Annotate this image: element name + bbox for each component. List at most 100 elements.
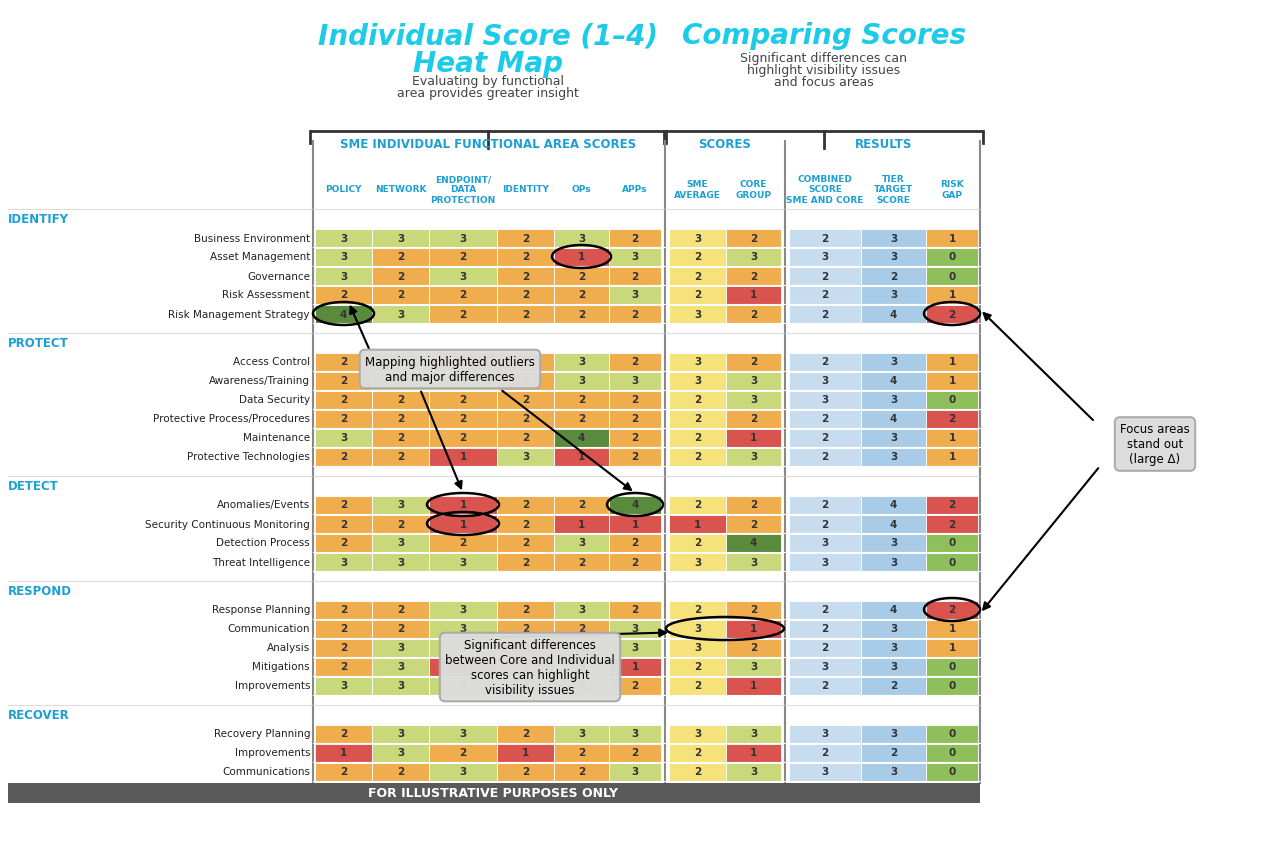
Text: Focus areas
stand out
(large Δ): Focus areas stand out (large Δ) [1120,423,1190,466]
Bar [670,534,726,553]
Bar [497,601,554,619]
Text: area provides greater insight: area provides greater insight [397,87,579,100]
Text: COMBINED
SCORE
SME AND CORE: COMBINED SCORE SME AND CORE [787,175,864,205]
Text: 3: 3 [459,233,467,243]
Text: 4: 4 [632,500,638,510]
Text: 3: 3 [340,681,347,691]
Bar [926,553,979,572]
Bar [861,305,926,323]
Text: 2: 2 [890,747,897,757]
Bar [497,534,554,553]
Bar [315,553,372,572]
Bar [861,620,926,638]
Bar [609,725,661,743]
Text: 3: 3 [459,271,467,281]
Text: Analysis: Analysis [267,643,310,653]
Text: 1: 1 [948,290,956,300]
Text: Improvements: Improvements [235,681,310,691]
Text: 2: 2 [459,252,467,262]
Text: Maintenance: Maintenance [243,433,310,443]
Bar [372,534,429,553]
Bar [609,229,661,247]
Bar [497,410,554,428]
Text: 2: 2 [890,271,897,281]
Bar [554,267,609,286]
Text: 2: 2 [522,557,530,567]
Text: 3: 3 [397,662,404,671]
Text: 2: 2 [821,414,828,424]
Bar [789,286,861,305]
Text: IDENTITY: IDENTITY [502,185,549,194]
Bar [497,267,554,286]
Bar [670,286,726,305]
Bar [372,429,429,448]
Text: 4: 4 [890,414,897,424]
Bar [789,639,861,657]
Text: 2: 2 [397,605,404,615]
Bar [789,267,861,286]
Text: 1: 1 [578,519,585,529]
Bar [554,496,609,514]
Bar [497,744,554,762]
Text: SME INDIVIDUAL FUNCTIONAL AREA SCORES: SME INDIVIDUAL FUNCTIONAL AREA SCORES [340,138,636,151]
Bar [926,372,979,391]
Text: 2: 2 [694,433,701,443]
Text: 3: 3 [750,557,757,567]
Text: 3: 3 [340,252,347,262]
Text: 2: 2 [397,395,404,405]
Text: Significant differences can: Significant differences can [740,52,907,65]
Text: Business Environment: Business Environment [194,233,310,243]
Bar [789,744,861,762]
Bar [670,496,726,514]
Bar [789,601,861,619]
Text: 3: 3 [750,395,757,405]
Text: 2: 2 [750,500,757,510]
Bar [789,391,861,409]
Bar [609,496,661,514]
Bar [497,448,554,467]
Bar [926,639,979,657]
Bar [926,229,979,247]
Bar [429,658,497,676]
Bar [789,448,861,467]
Text: 1: 1 [948,643,956,653]
Text: 0: 0 [948,395,956,405]
Text: RESPOND: RESPOND [8,584,72,597]
Bar [926,676,979,695]
Text: 3: 3 [750,452,757,462]
Text: 2: 2 [632,309,638,319]
Text: 3: 3 [750,728,757,739]
Text: 3: 3 [890,624,897,634]
Text: Response Planning: Response Planning [212,605,310,615]
Bar [554,448,609,467]
Bar [554,229,609,247]
Text: 3: 3 [632,643,638,653]
Text: 2: 2 [578,395,585,405]
Text: 3: 3 [632,767,638,776]
Bar [726,372,781,391]
Bar [429,620,497,638]
Bar [554,639,609,657]
Bar [609,353,661,372]
Text: 3: 3 [890,395,897,405]
Text: Risk Management Strategy: Risk Management Strategy [169,309,310,319]
Text: 2: 2 [750,605,757,615]
Bar [554,248,609,267]
Bar [8,783,980,803]
Bar [861,391,926,409]
Text: 3: 3 [821,557,828,567]
Text: 2: 2 [522,357,530,367]
Text: 2: 2 [578,500,585,510]
Text: 4: 4 [578,433,585,443]
Text: 0: 0 [948,728,956,739]
Bar [726,353,781,372]
Bar [372,744,429,762]
Text: 2: 2 [340,624,347,634]
Bar [670,515,726,533]
Text: 0: 0 [948,557,956,567]
Bar [609,429,661,448]
Text: 2: 2 [397,271,404,281]
Text: 3: 3 [632,728,638,739]
Bar [315,744,372,762]
Text: 2: 2 [948,519,956,529]
